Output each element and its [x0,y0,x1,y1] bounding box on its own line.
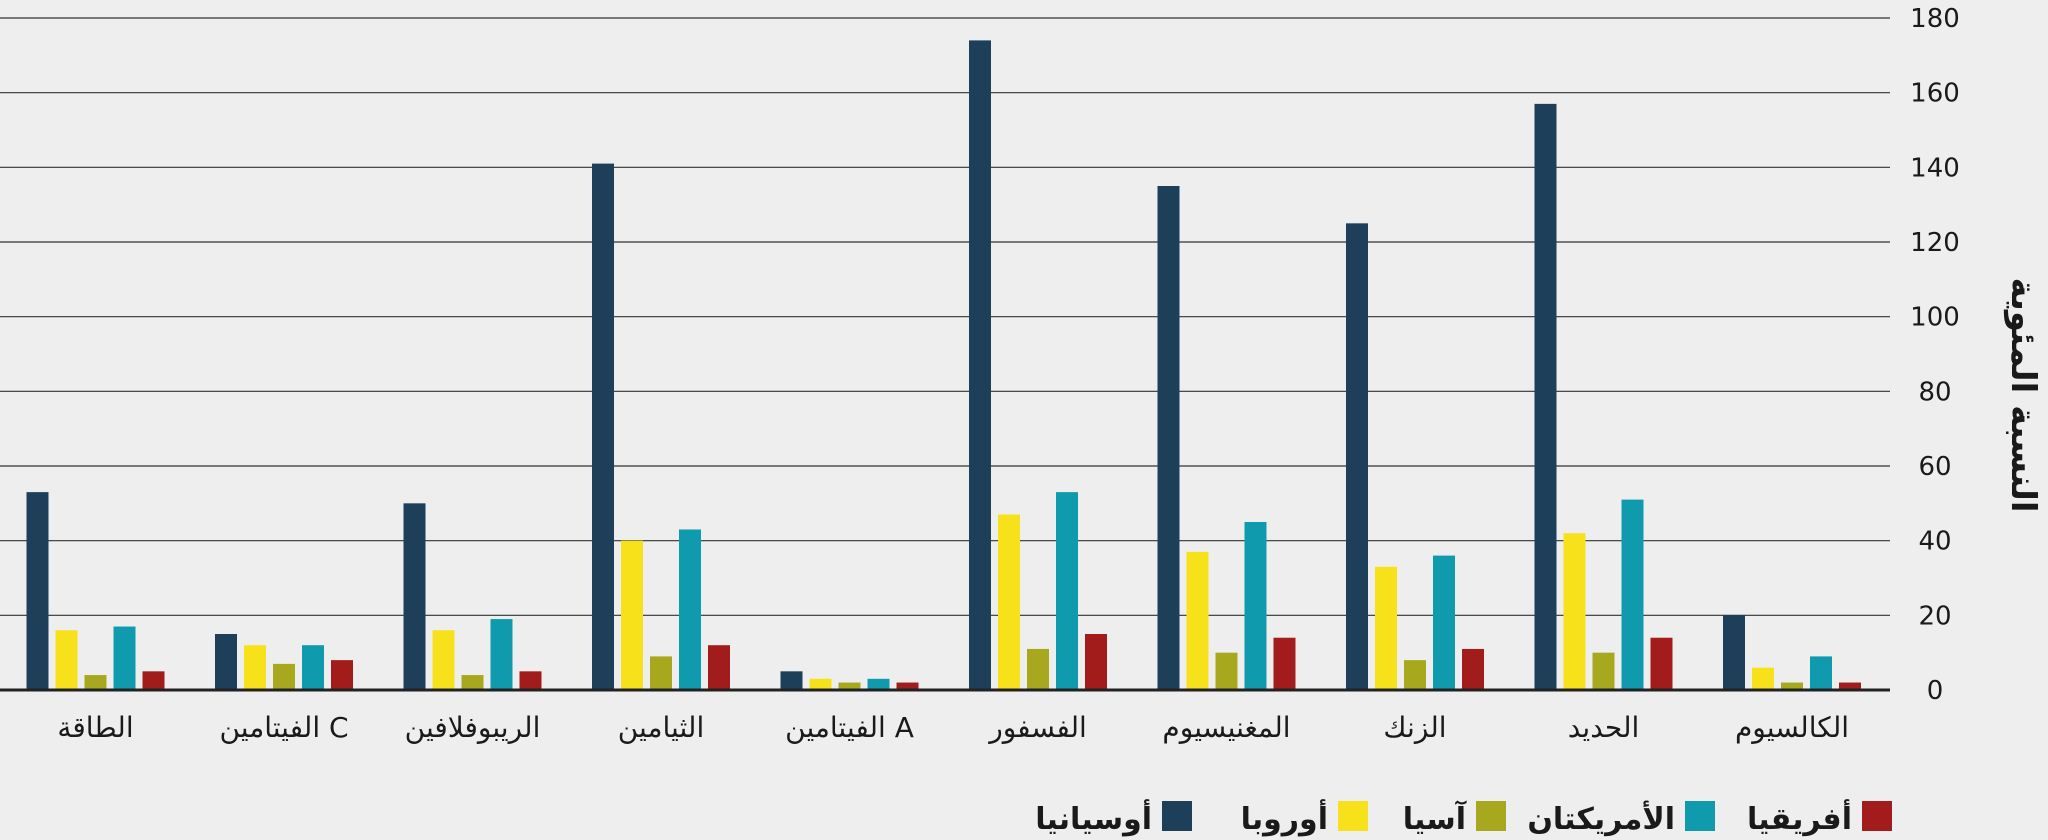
legend-swatch [1685,801,1715,831]
bars [26,40,1861,691]
bar [809,678,832,690]
bar [461,675,484,690]
x-tick-label: الريبوفلافين [405,711,541,744]
legend-swatch [1338,801,1368,831]
bar [1404,660,1426,690]
y-tick-label: 180 [1910,4,1960,34]
x-tick-label: الفسفور [987,711,1087,744]
bar [969,40,991,690]
bar [1375,566,1397,690]
x-axis-labels: الكالسيوم الحديد الزنك المغنيسيوم الفسفور الف… [57,711,1849,744]
y-tick-label: 20 [1918,601,1951,631]
bar [1085,634,1107,690]
bar [1723,615,1745,690]
bar [1027,648,1049,690]
bar [1056,492,1078,690]
bar [1433,555,1455,690]
bar [142,671,165,690]
bar [1839,682,1861,690]
bar [708,645,730,690]
y-tick-label: 80 [1918,377,1951,407]
y-axis-label: النسبة المئوية [2003,277,2043,512]
bar [998,514,1020,690]
bar [1752,667,1774,690]
bar [55,630,78,690]
y-tick-label: 120 [1910,228,1960,258]
bar [302,645,324,690]
bar [1346,223,1368,691]
legend-label: أوسيانيا [1035,799,1152,837]
bar [1157,186,1180,690]
legend-label: أفريقيا [1747,799,1852,837]
bar [490,619,513,690]
bar [26,492,49,690]
x-tick-label: الطاقة [57,711,133,744]
y-tick-label: 100 [1910,303,1960,333]
bar [331,660,353,690]
legend-label: أوروبا [1241,799,1328,837]
x-tick-label: الحديد [1568,711,1640,744]
legend-swatch [1862,801,1892,831]
bar [1186,551,1209,690]
bar [215,634,237,690]
y-tick-label: 160 [1910,79,1960,109]
bar [1563,533,1586,690]
bar [1810,656,1832,690]
bar [1781,682,1803,690]
y-tick-label: 60 [1918,452,1951,482]
bar [621,540,643,690]
bar [1650,637,1673,690]
bar [592,163,614,691]
bar [838,682,861,690]
bar [1273,637,1296,690]
y-tick-label: 0 [1927,676,1944,706]
bar [780,671,803,690]
bar [1462,648,1484,690]
grid-lines [0,17,1890,616]
bar [113,626,136,690]
x-tick-label: الكالسيوم [1735,711,1849,744]
legend-swatch [1476,801,1506,831]
x-tick-label: الزنك [1383,711,1446,744]
bar [650,656,672,690]
legend: أفريقيا الأمريكتان آسيا أوروبا أوسيانيا [1035,799,1892,837]
legend-swatch [1162,801,1192,831]
bar [403,503,426,690]
y-tick-label: 140 [1910,153,1960,183]
legend-label: آسيا [1403,800,1467,837]
x-tick-label: الفيتامين C [219,711,348,744]
bar [896,682,919,690]
bar [519,671,542,690]
y-tick-label: 40 [1918,527,1951,557]
bar [679,529,701,690]
bar [273,663,295,690]
bar [1592,652,1615,690]
bar [1244,522,1267,690]
bar [1215,652,1238,690]
bar [432,630,455,690]
legend-label: الأمريكتان [1527,800,1675,837]
x-tick-label: المغنيسيوم [1162,711,1290,744]
y-axis-ticks: 0 20 40 60 80 100 120 140 160 180 [1910,4,1960,706]
bar [244,645,266,690]
bar [84,675,107,690]
x-tick-label: الثيامين [618,711,705,744]
bar [1621,499,1644,690]
bar [867,678,890,690]
x-tick-label: الفيتامين A [785,711,914,744]
bar [1534,103,1557,690]
